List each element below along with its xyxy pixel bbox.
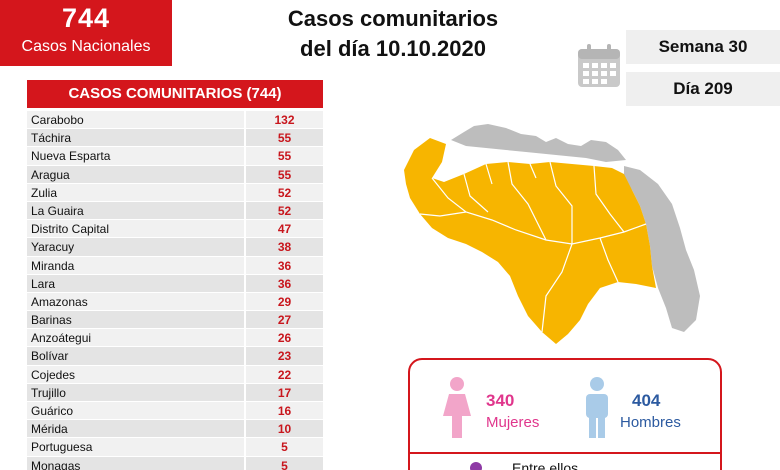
table-row: Aragua 55	[27, 165, 323, 184]
state-cases: 10	[246, 420, 323, 438]
gender-panel-divider	[410, 452, 720, 454]
cases-table-header: CASOS COMUNITARIOS (744)	[27, 80, 323, 108]
state-cases: 23	[246, 347, 323, 365]
venezuela-map	[404, 124, 700, 344]
footer-text: Entre ellos	[512, 460, 579, 470]
female-count: 340	[486, 391, 515, 410]
state-cases: 36	[246, 256, 323, 274]
state-name: Bolívar	[27, 347, 244, 365]
national-cases-total: 744	[61, 3, 111, 33]
table-row: Carabobo 132	[27, 111, 323, 130]
state-cases: 55	[246, 147, 323, 165]
map-region-gray-north	[451, 124, 626, 162]
table-row: Distrito Capital 47	[27, 220, 323, 239]
table-row: Nueva Esparta 55	[27, 147, 323, 166]
map-region-gray-east	[624, 166, 700, 332]
map-region-yellow	[404, 138, 656, 344]
state-cases: 52	[246, 183, 323, 201]
table-row: La Guaira 52	[27, 201, 323, 221]
state-name: Yaracuy	[27, 238, 244, 256]
state-cases: 17	[246, 383, 323, 401]
calendar-icon	[578, 44, 620, 87]
state-cases: 36	[246, 274, 323, 292]
state-name: Barinas	[27, 311, 244, 329]
male-label: Hombres	[620, 414, 681, 431]
state-name: Mérida	[27, 420, 244, 438]
state-name: Carabobo	[27, 111, 244, 129]
female-icon	[443, 377, 471, 438]
table-row: Táchira 55	[27, 129, 323, 148]
male-icon	[586, 377, 608, 438]
state-name: La Guaira	[27, 201, 244, 220]
state-name: Monagas	[27, 456, 244, 470]
state-cases: 27	[246, 311, 323, 329]
female-label: Mujeres	[486, 414, 540, 431]
table-row: Monagas 5	[27, 456, 323, 470]
state-name: Nueva Esparta	[27, 147, 244, 165]
state-name: Zulia	[27, 183, 244, 201]
state-cases: 29	[246, 292, 323, 311]
table-row: Guárico 16	[27, 402, 323, 421]
state-cases: 22	[246, 365, 323, 383]
state-cases: 26	[246, 329, 323, 347]
title-line-2: del día 10.10.2020	[300, 36, 486, 61]
state-cases: 132	[246, 111, 323, 129]
national-cases-badge: 744 Casos Nacionales	[0, 0, 172, 66]
state-name: Cojedes	[27, 365, 244, 383]
state-name: Amazonas	[27, 292, 244, 311]
table-row: Amazonas 29	[27, 292, 323, 312]
table-row: Bolívar 23	[27, 347, 323, 366]
state-name: Táchira	[27, 129, 244, 147]
state-cases: 38	[246, 238, 323, 256]
state-cases: 52	[246, 201, 323, 220]
cases-table: Carabobo 132 Táchira 55 Nueva Esparta 55 Aragu…	[27, 111, 323, 470]
week-box: Semana 30	[626, 30, 780, 64]
state-cases: 55	[246, 165, 323, 183]
table-row: Zulia 52	[27, 183, 323, 202]
state-name: Miranda	[27, 256, 244, 274]
state-name: Portuguesa	[27, 438, 244, 456]
table-row: Trujillo 17	[27, 383, 323, 402]
table-row: Anzoátegui 26	[27, 329, 323, 348]
title-line-1: Casos comunitarios	[287, 6, 499, 31]
table-row: Mérida 10	[27, 420, 323, 439]
state-cases: 16	[246, 402, 323, 420]
table-row: Lara 36	[27, 274, 323, 293]
state-name: Guárico	[27, 402, 244, 420]
purple-dot-icon	[470, 462, 482, 470]
day-box: Día 209	[626, 72, 780, 106]
national-cases-label: Casos Nacionales	[21, 38, 151, 55]
state-cases: 5	[246, 438, 323, 456]
table-row: Yaracuy 38	[27, 238, 323, 257]
table-row: Miranda 36	[27, 256, 323, 275]
state-name: Distrito Capital	[27, 220, 244, 238]
male-count: 404	[632, 391, 661, 410]
state-cases: 5	[246, 456, 323, 470]
table-row: Cojedes 22	[27, 365, 323, 384]
state-name: Trujillo	[27, 383, 244, 401]
state-cases: 55	[246, 129, 323, 147]
page-title: Casos comunitarios del día 10.10.2020	[270, 4, 516, 64]
gender-panel	[408, 358, 722, 470]
state-name: Anzoátegui	[27, 329, 244, 347]
table-row: Barinas 27	[27, 311, 323, 330]
state-name: Aragua	[27, 165, 244, 183]
state-cases: 47	[246, 220, 323, 238]
state-name: Lara	[27, 274, 244, 292]
table-row: Portuguesa 5	[27, 438, 323, 457]
